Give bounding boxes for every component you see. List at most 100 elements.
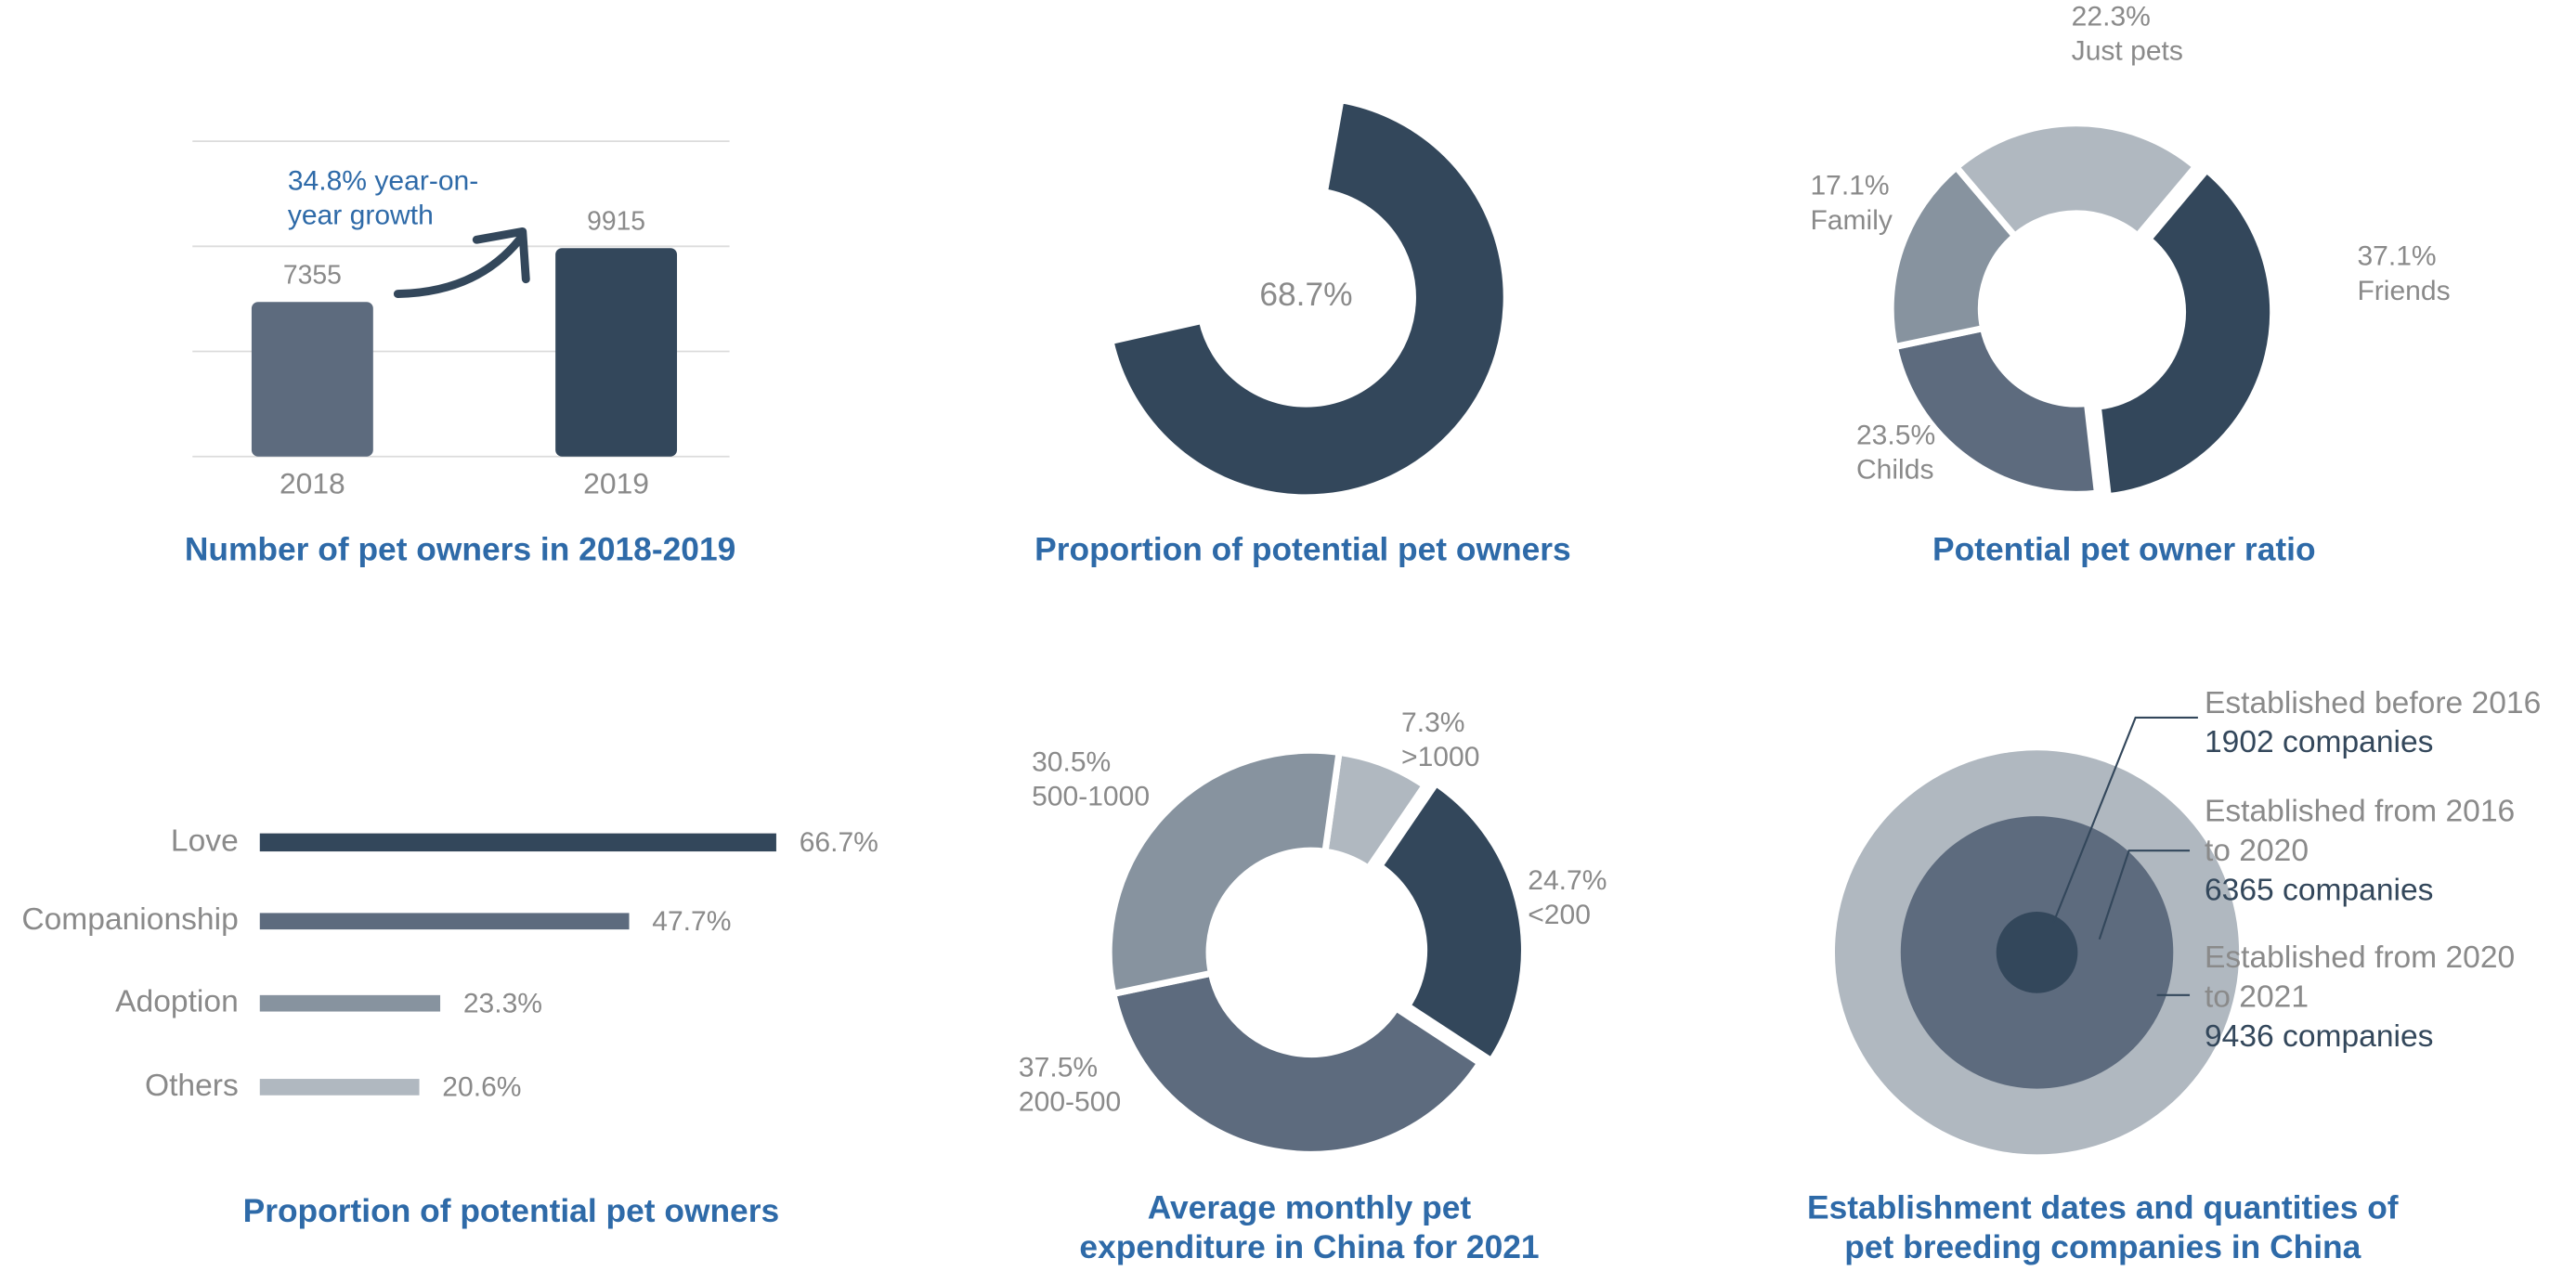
text-line: Proportion of potential pet owners	[243, 1193, 780, 1229]
value-label: 24.7%	[1528, 865, 1607, 896]
bar	[259, 1079, 420, 1096]
x-tick-label: 2018	[280, 467, 345, 500]
value-label: 47.7%	[652, 906, 731, 937]
category-label: >1000	[1401, 742, 1479, 772]
value-label: 7.3%	[1401, 707, 1465, 738]
text-line: Others	[145, 1069, 239, 1103]
category-label: 500-1000	[1032, 782, 1150, 812]
value-label: 68.7%	[1259, 277, 1352, 313]
chart-title: Average monthly pet expenditure in China …	[1079, 1190, 1539, 1265]
value-label: 37.5%	[1019, 1052, 1098, 1083]
value-label: 9915	[587, 206, 645, 236]
donut-segment	[2094, 166, 2277, 500]
text-line: Proportion of potential pet owners	[1034, 532, 1571, 568]
category-label: Just pets	[2072, 36, 2183, 67]
text-line: 9915	[587, 206, 645, 236]
value-label: 6365 companies	[2205, 873, 2434, 907]
bar	[259, 833, 776, 852]
value-label: 30.5%	[1032, 746, 1111, 777]
y-tick-label: Others	[145, 1069, 239, 1103]
value-label: 22.3%	[2072, 1, 2151, 32]
text-line: <200	[1528, 900, 1591, 930]
donut-segment	[1376, 780, 1528, 1065]
text-line: 66.7%	[800, 827, 878, 858]
growth-arrow	[393, 235, 524, 299]
growth-arrowhead	[472, 227, 530, 284]
category-label: 200-500	[1019, 1087, 1121, 1118]
text-line: Establishment dates and quantities of	[1807, 1190, 2399, 1226]
donut-segment	[1953, 120, 2200, 240]
bar	[259, 994, 441, 1012]
text-line: 500-1000	[1032, 782, 1150, 812]
text-line: 1902 companies	[2205, 725, 2434, 759]
value-label: 9436 companies	[2205, 1019, 2434, 1054]
chart-title: Proportion of potential pet owners	[1034, 532, 1571, 568]
chart-title: Number of pet owners in 2018-2019	[185, 532, 735, 568]
text-line: Just pets	[2072, 36, 2183, 67]
text-line: Number of pet owners in 2018-2019	[185, 532, 735, 568]
chart-title: Potential pet owner ratio	[1932, 532, 2316, 568]
category-label: Childs	[1856, 455, 1934, 486]
category-label: Established from 2020 to 2021	[2205, 940, 2515, 1014]
text-line: 20.6%	[442, 1072, 521, 1103]
text-line: 7.3%	[1401, 707, 1465, 738]
donut-segment	[1887, 163, 2019, 351]
text-line: pet breeding companies in China	[1844, 1229, 2361, 1265]
donut-segment	[1110, 969, 1484, 1158]
text-line: 24.7%	[1528, 865, 1607, 896]
y-tick-label: Love	[171, 824, 239, 858]
text-line: 34.8% year-on-	[288, 165, 478, 196]
text-line: Family	[1810, 205, 1892, 236]
leader-line	[2052, 716, 2198, 924]
value-label: 23.5%	[1856, 420, 1935, 450]
text-line: 23.3%	[463, 988, 542, 1018]
circle	[1996, 912, 2078, 993]
category-label: Established before 2016	[2205, 686, 2541, 720]
bar	[259, 913, 630, 930]
text-line: Childs	[1856, 455, 1934, 486]
bar	[555, 248, 678, 457]
value-label: 1902 companies	[2205, 725, 2434, 759]
text-line: Potential pet owner ratio	[1932, 532, 2316, 568]
chart-title: Proportion of potential pet owners	[243, 1193, 780, 1229]
value-label: 20.6%	[442, 1072, 521, 1103]
text-line: 2018	[280, 467, 345, 500]
text-line: Friends	[2357, 276, 2450, 306]
text-line: expenditure in China for 2021	[1079, 1229, 1539, 1265]
text-line: to 2020	[2205, 834, 2309, 868]
text-line: Companionship	[21, 902, 238, 937]
text-line: 17.1%	[1810, 171, 1889, 201]
text-line: 200-500	[1019, 1087, 1121, 1118]
text-line: to 2021	[2205, 979, 2309, 1014]
text-line: Established from 2016	[2205, 794, 2515, 828]
category-label: Established from 2016 to 2020	[2205, 794, 2515, 867]
text-line: 6365 companies	[2205, 873, 2434, 907]
text-line: 22.3%	[2072, 1, 2151, 32]
text-line: >1000	[1401, 742, 1479, 772]
chart-title: Establishment dates and quantities of pet…	[1807, 1190, 2399, 1265]
donut-segment	[1321, 748, 1428, 872]
category-label: Friends	[2357, 276, 2450, 306]
text-line: 7355	[283, 260, 342, 290]
text-line: 37.1%	[2357, 241, 2436, 272]
text-line: 30.5%	[1032, 746, 1111, 777]
text-line: 68.7%	[1259, 277, 1352, 313]
text-line: 37.5%	[1019, 1052, 1098, 1083]
text-line: 9436 companies	[2205, 1019, 2434, 1054]
value-label: 17.1%	[1810, 171, 1889, 201]
text-line: 47.7%	[652, 906, 731, 937]
bar	[251, 302, 373, 457]
text-line: Average monthly pet	[1148, 1190, 1472, 1226]
text-line: Adoption	[115, 985, 239, 1019]
text-line: Established from 2020	[2205, 940, 2515, 975]
text-line: Established before 2016	[2205, 686, 2541, 720]
text-line: 2019	[583, 467, 649, 500]
value-label: 66.7%	[800, 827, 878, 858]
y-tick-label: Companionship	[21, 902, 238, 937]
donut-segment	[1107, 97, 1510, 501]
x-tick-label: 2019	[583, 467, 649, 500]
category-label: Family	[1810, 205, 1892, 236]
text-line: Love	[171, 824, 239, 858]
